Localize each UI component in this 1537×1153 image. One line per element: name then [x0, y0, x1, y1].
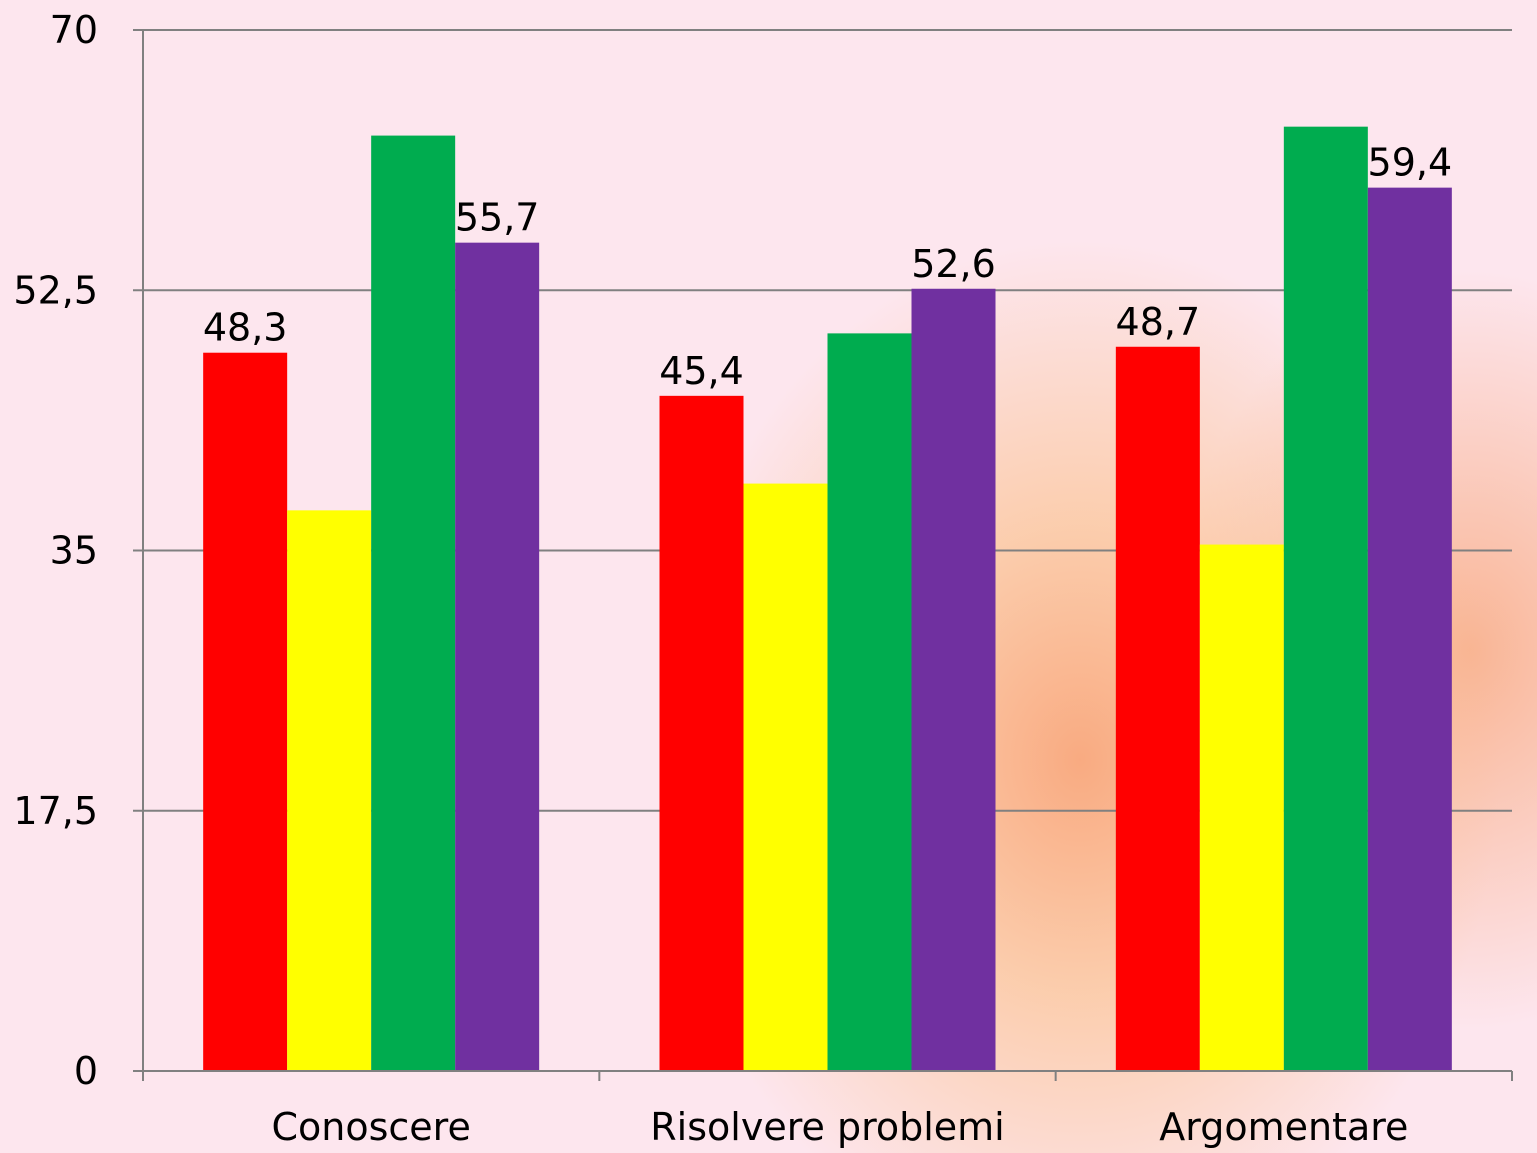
- x-category-label: Conoscere: [271, 1105, 470, 1149]
- data-label: 55,7: [455, 196, 540, 240]
- axes: [133, 29, 1513, 1081]
- y-tick-label: 17,5: [13, 789, 98, 833]
- labels: 0 17,5 35 52,5 70 48,3 55,7 Conoscere 45,4 52,6 Ri…: [13, 8, 1452, 1149]
- bar: [827, 333, 912, 1071]
- data-label: 59,4: [1368, 141, 1453, 185]
- bar: [1115, 346, 1200, 1071]
- bar: [287, 510, 372, 1071]
- data-label: 45,4: [659, 349, 744, 393]
- y-tick-label: 35: [50, 529, 98, 573]
- bar: [911, 288, 996, 1072]
- bar: [203, 352, 288, 1072]
- data-label: 52,6: [911, 242, 996, 286]
- y-tick-label: 70: [50, 8, 98, 52]
- data-label: 48,7: [1116, 300, 1201, 344]
- bars: [203, 126, 1452, 1072]
- data-label: 48,3: [203, 306, 288, 350]
- bar: [659, 395, 744, 1071]
- bar: [1367, 187, 1452, 1071]
- y-tick-label: 52,5: [13, 268, 98, 312]
- bar: [371, 135, 456, 1071]
- x-category-label: Risolvere problemi: [650, 1105, 1004, 1149]
- bar: [743, 483, 828, 1071]
- y-tick-label: 0: [74, 1049, 98, 1093]
- x-category-label: Argomentare: [1159, 1105, 1408, 1149]
- bar: [455, 242, 540, 1071]
- bar: [1283, 126, 1368, 1071]
- bar: [1199, 544, 1284, 1071]
